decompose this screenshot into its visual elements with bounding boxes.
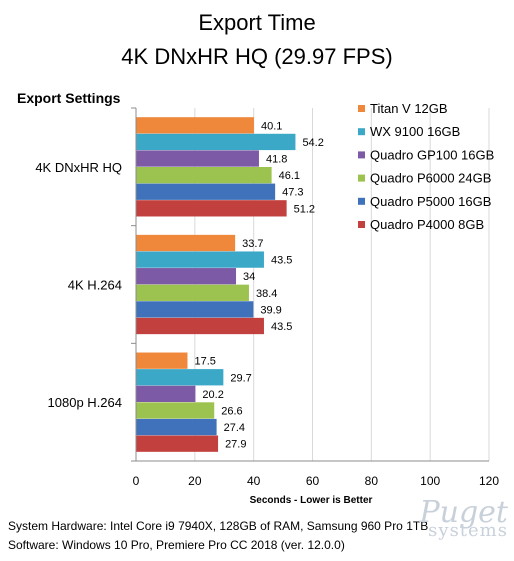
- bar: [136, 150, 259, 167]
- data-label: 38.4: [256, 288, 277, 300]
- x-tick-label: 20: [188, 474, 202, 488]
- data-label: 43.5: [271, 321, 292, 333]
- data-label: 47.3: [282, 187, 303, 199]
- bar: [136, 133, 296, 151]
- legend-swatch: [358, 128, 365, 136]
- bar: [136, 200, 287, 217]
- bar: [136, 435, 219, 452]
- x-tick-label: 120: [479, 474, 499, 488]
- data-label: 40.1: [261, 120, 282, 132]
- bar: [136, 284, 249, 301]
- legend-label: Quadro GP100 16GB: [370, 147, 494, 162]
- watermark-line-2: systems: [428, 520, 508, 541]
- bar: [136, 117, 254, 134]
- bar: [136, 183, 276, 200]
- legend-label: Quadro P4000 8GB: [370, 217, 484, 232]
- bar: [136, 402, 215, 419]
- data-label: 54.2: [302, 137, 323, 149]
- legend-swatch: [358, 221, 365, 228]
- data-label: 26.6: [221, 405, 242, 417]
- x-axis-title: Seconds - Lower is Better: [250, 495, 373, 506]
- category-label: 4K DNxHR HQ: [35, 160, 122, 175]
- data-label: 29.7: [230, 372, 251, 384]
- bar: [136, 352, 188, 369]
- bar: [136, 369, 224, 386]
- data-label: 41.8: [266, 154, 287, 166]
- chart-subtitle: 4K DNxHR HQ (29.97 FPS): [121, 44, 393, 69]
- data-label: 46.1: [279, 170, 300, 182]
- data-label: 33.7: [242, 238, 263, 250]
- y-axis-title: Export Settings: [17, 90, 121, 106]
- bar: [136, 268, 237, 285]
- bar: [136, 418, 217, 436]
- category-label: 4K H.264: [68, 278, 122, 293]
- legend-label: Titan V 12GB: [370, 101, 448, 116]
- legend-swatch: [358, 105, 365, 112]
- data-label: 20.2: [202, 389, 223, 401]
- bar: [136, 234, 236, 252]
- x-tick-label: 40: [247, 474, 261, 488]
- bar: [136, 166, 272, 184]
- software-note: Software: Windows 10 Pro, Premiere Pro C…: [8, 538, 345, 552]
- category-label: 1080p H.264: [48, 395, 122, 410]
- data-label: 27.4: [224, 422, 245, 434]
- x-tick-label: 60: [306, 474, 320, 488]
- x-tick-label: 80: [365, 474, 379, 488]
- x-tick-label: 0: [133, 474, 140, 488]
- data-label: 39.9: [260, 304, 281, 316]
- bar: [136, 251, 264, 268]
- bar: [136, 317, 264, 335]
- chart-title: Export Time: [198, 10, 316, 35]
- bar: [136, 385, 196, 403]
- data-label: 43.5: [271, 255, 292, 267]
- system-hardware-note: System Hardware: Intel Core i9 7940X, 12…: [8, 519, 429, 533]
- data-label: 17.5: [194, 356, 215, 368]
- legend-label: Quadro P5000 16GB: [370, 194, 491, 209]
- puget-systems-watermark: Puget systems: [419, 498, 508, 540]
- bar: [136, 301, 254, 318]
- legend-swatch: [358, 151, 365, 159]
- legend-swatch: [358, 197, 365, 205]
- legend-label: Quadro P6000 24GB: [370, 171, 491, 186]
- legend-label: WX 9100 16GB: [370, 124, 460, 139]
- data-label: 27.9: [225, 439, 246, 451]
- data-label: 34: [243, 271, 255, 283]
- data-label: 51.2: [294, 203, 315, 215]
- legend-swatch: [358, 174, 365, 182]
- x-tick-label: 100: [420, 474, 440, 488]
- watermark-line-1: Puget: [419, 495, 508, 530]
